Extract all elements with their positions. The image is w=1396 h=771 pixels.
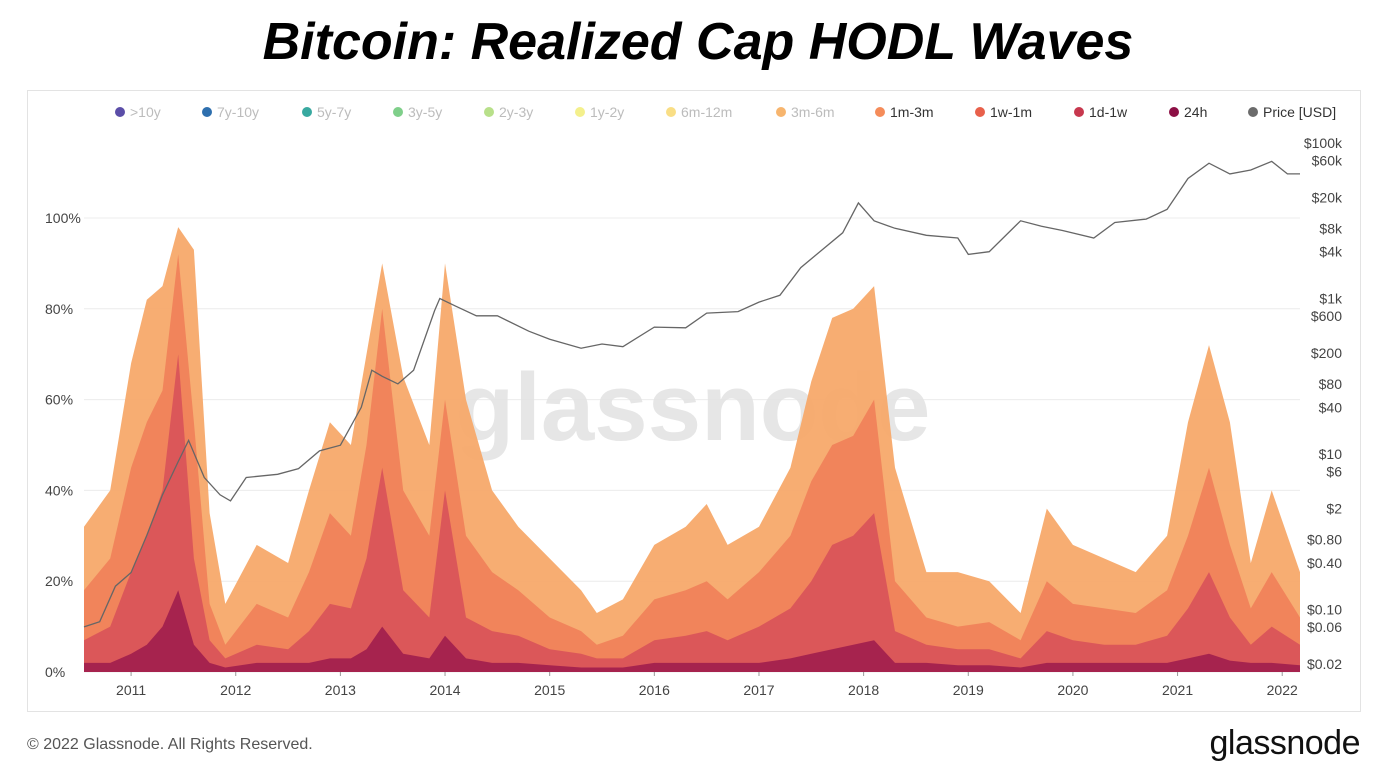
x-tick-label: 2011	[116, 682, 146, 698]
legend-label: 6m-12m	[681, 104, 733, 120]
x-tick-label: 2018	[848, 682, 879, 698]
y-right-tick-label: $8k	[1319, 220, 1343, 236]
x-tick-label: 2016	[639, 682, 670, 698]
legend-label: 24h	[1184, 104, 1208, 120]
legend-item[interactable]: 3m-6m	[776, 104, 835, 120]
legend-swatch	[1248, 107, 1258, 117]
legend-item[interactable]: 5y-7y	[302, 104, 351, 120]
legend-label: 1d-1w	[1089, 104, 1128, 120]
x-tick-label: 2014	[429, 682, 460, 698]
y-right-tick-label: $2	[1326, 500, 1342, 516]
y-right-tick-label: $0.02	[1307, 656, 1342, 672]
brand-logo: glassnode	[1209, 724, 1360, 762]
area-series-24h	[84, 590, 1300, 672]
legend-label: 1m-3m	[890, 104, 934, 120]
legend-item[interactable]: 3y-5y	[393, 104, 442, 120]
legend-swatch	[202, 107, 212, 117]
y-right-tick-label: $600	[1311, 308, 1342, 324]
x-tick-label: 2017	[743, 682, 774, 698]
y-right-tick-label: $10	[1319, 446, 1343, 462]
legend-label: >10y	[130, 104, 161, 120]
legend-swatch	[302, 107, 312, 117]
page-title: Bitcoin: Realized Cap HODL Waves	[262, 13, 1134, 71]
legend-item[interactable]: 2y-3y	[484, 104, 533, 120]
y-right-tick-label: $60k	[1312, 152, 1343, 168]
y-left-tick-label: 60%	[45, 392, 73, 408]
legend-item[interactable]: 24h	[1169, 104, 1207, 120]
legend-label: 1y-2y	[590, 104, 625, 120]
legend-swatch	[1169, 107, 1179, 117]
legend-swatch	[776, 107, 786, 117]
legend-swatch	[575, 107, 585, 117]
legend-label: 5y-7y	[317, 104, 352, 120]
y-right-tick-label: $0.10	[1307, 602, 1342, 618]
copyright-text: © 2022 Glassnode. All Rights Reserved.	[27, 736, 313, 753]
legend-swatch	[975, 107, 985, 117]
x-tick-label: 2021	[1162, 682, 1193, 698]
legend-label: 3m-6m	[791, 104, 835, 120]
x-tick-label: 2015	[534, 682, 565, 698]
legend-item[interactable]: 7y-10y	[202, 104, 259, 120]
y-right-tick-label: $80	[1319, 376, 1343, 392]
y-right-tick-label: $0.80	[1307, 531, 1342, 547]
y-right-tick-label: $100k	[1304, 135, 1343, 151]
legend-item[interactable]: Price [USD]	[1248, 104, 1336, 120]
y-right-tick-label: $0.40	[1307, 555, 1342, 571]
legend-swatch	[875, 107, 885, 117]
y-right-tick-label: $20k	[1312, 189, 1343, 205]
x-tick-label: 2022	[1267, 682, 1298, 698]
y-right-tick-label: $200	[1311, 345, 1342, 361]
legend-swatch	[484, 107, 494, 117]
y-left-tick-label: 20%	[45, 573, 73, 589]
legend-item[interactable]: 1y-2y	[575, 104, 624, 120]
y-right-tick-label: $6	[1326, 463, 1342, 479]
legend-item[interactable]: >10y	[115, 104, 161, 120]
y-right-tick-label: $0.06	[1307, 619, 1342, 635]
legend-item[interactable]: 1m-3m	[875, 104, 934, 120]
legend-swatch	[115, 107, 125, 117]
legend-label: Price [USD]	[1263, 104, 1337, 120]
legend-label: 1w-1m	[990, 104, 1033, 120]
legend-swatch	[1074, 107, 1084, 117]
x-tick-label: 2012	[220, 682, 251, 698]
x-tick-label: 2019	[953, 682, 984, 698]
legend-item[interactable]: 1d-1w	[1074, 104, 1127, 120]
legend-swatch	[666, 107, 676, 117]
y-right-tick-label: $40	[1319, 399, 1343, 415]
y-left-tick-label: 80%	[45, 301, 73, 317]
price-line	[83, 160, 1300, 628]
y-left-tick-label: 0%	[45, 664, 65, 680]
legend-item[interactable]: 6m-12m	[666, 104, 732, 120]
y-left-tick-label: 100%	[45, 210, 81, 226]
y-left-tick-label: 40%	[45, 482, 73, 498]
legend-label: 3y-5y	[408, 104, 443, 120]
x-tick-label: 2013	[325, 682, 356, 698]
y-right-tick-label: $4k	[1319, 244, 1343, 260]
y-right-tick-label: $1k	[1319, 291, 1343, 307]
area-series-1d-1w	[84, 354, 1300, 672]
x-tick-label: 2020	[1057, 682, 1088, 698]
legend-label: 2y-3y	[499, 104, 534, 120]
legend-label: 7y-10y	[217, 104, 260, 120]
legend-item[interactable]: 1w-1m	[975, 104, 1032, 120]
legend-swatch	[393, 107, 403, 117]
